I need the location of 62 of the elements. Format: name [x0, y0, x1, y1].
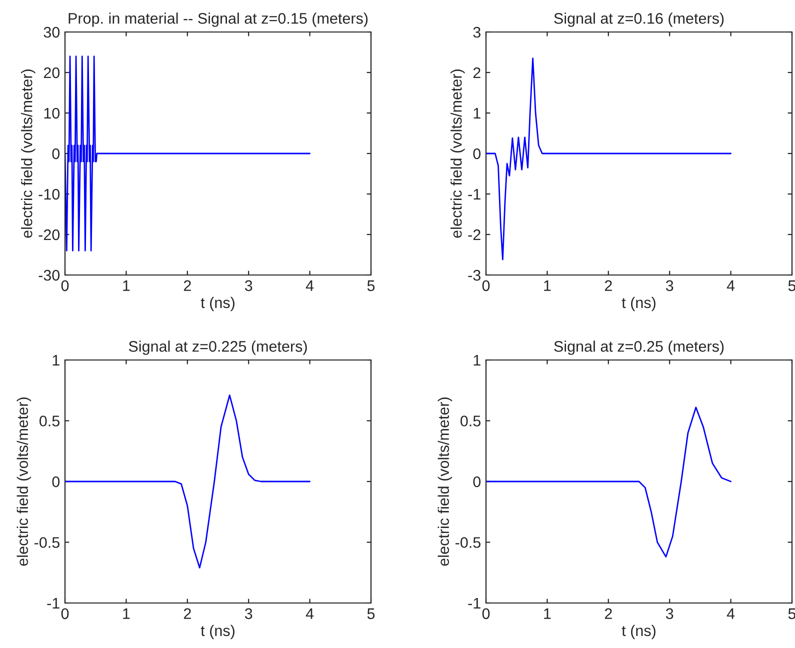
x-tick-label: 3: [666, 280, 674, 292]
y-axis-title: electric field (volts/meter): [450, 70, 465, 238]
y-tick-label: -30: [38, 270, 60, 281]
x-axis-title: t (ns): [622, 624, 656, 640]
y-tick-label: 0.5: [460, 416, 480, 426]
y-axis-title: electric field (volts/meter): [16, 398, 32, 566]
x-tick-label: 1: [544, 280, 551, 291]
y-tick-label: -2: [468, 229, 480, 240]
y-tick-label: 30: [44, 26, 60, 38]
y-tick-label: 0: [52, 148, 60, 160]
x-tick-label: 4: [726, 608, 735, 619]
y-tick-label: -1: [47, 598, 60, 609]
y-tick-label: 1: [474, 355, 480, 366]
y-tick-label: 0: [52, 476, 60, 488]
x-tick-label: 4: [306, 280, 314, 291]
x-tick-label: 1: [123, 280, 130, 291]
line-series: [65, 56, 310, 252]
x-tick-label: 3: [244, 608, 252, 620]
y-tick-label: 1: [474, 108, 480, 119]
x-tick-label: 2: [604, 608, 612, 619]
y-tick-label: 2: [473, 67, 480, 78]
chart-title: Signal at z=0.225 (meters): [128, 340, 307, 355]
y-tick-label: 1: [52, 355, 60, 366]
y-tick-label: -10: [38, 188, 60, 200]
x-tick-label: 1: [544, 608, 551, 619]
x-tick-label: 4: [726, 280, 735, 291]
x-tick-label: 4: [306, 608, 314, 619]
y-tick-label: -1: [468, 189, 480, 200]
y-tick-label: -0.5: [455, 537, 480, 548]
y-tick-label: -0.5: [34, 537, 60, 548]
x-tick-label: 1: [123, 608, 130, 619]
x-tick-label: 0: [482, 608, 490, 620]
x-tick-label: 0: [61, 608, 69, 620]
line-series: [486, 58, 732, 260]
x-axis-title: t (ns): [200, 296, 234, 312]
y-tick-label: 0: [473, 476, 481, 488]
x-axis-title: t (ns): [200, 624, 234, 640]
y-tick-label: -3: [468, 270, 480, 281]
x-tick-label: 2: [184, 608, 191, 619]
y-tick-label: 0.5: [40, 416, 60, 426]
x-axis-title: t (ns): [622, 296, 656, 312]
x-tick-label: 5: [367, 280, 375, 292]
chart-title: Prop. in material -- Signal at z=0.15 (meters): [68, 12, 368, 27]
y-tick-label: 0: [473, 148, 481, 160]
x-tick-label: 3: [244, 280, 252, 292]
y-tick-label: 3: [473, 26, 480, 38]
y-axis-title: electric field (volts/meter): [438, 398, 452, 566]
y-tick-label: -1: [468, 598, 480, 609]
x-tick-label: 0: [61, 280, 69, 292]
chart-title: Signal at z=0.25 (meters): [554, 340, 724, 355]
y-axis-title: electric field (volts/meter): [21, 70, 36, 238]
x-tick-label: 0: [482, 280, 490, 292]
y-tick-label: 10: [44, 108, 60, 119]
x-tick-label: 2: [604, 280, 612, 291]
y-tick-label: -20: [38, 229, 60, 240]
chart-title: Signal at z=0.16 (meters): [554, 12, 724, 27]
line-series: [486, 406, 732, 558]
x-tick-label: 3: [666, 608, 674, 620]
y-tick-label: 20: [44, 67, 60, 78]
x-tick-label: 5: [367, 608, 375, 620]
line-series: [65, 394, 310, 568]
x-tick-label: 2: [184, 280, 191, 291]
